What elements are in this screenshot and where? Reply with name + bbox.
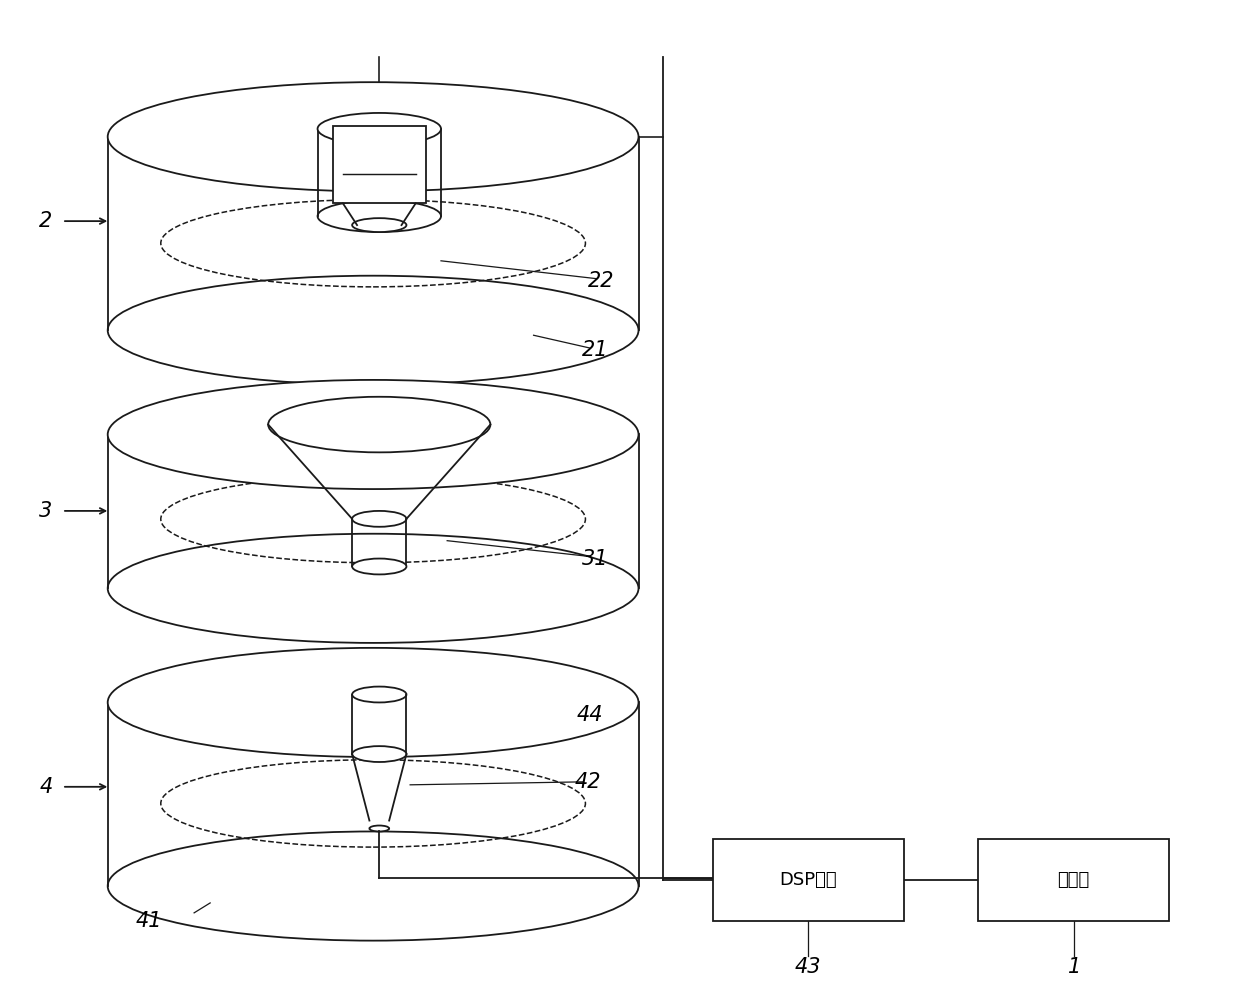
Ellipse shape	[317, 201, 441, 232]
Text: 31: 31	[582, 549, 609, 569]
Text: DSP芯片: DSP芯片	[780, 871, 837, 889]
Text: 2: 2	[40, 212, 52, 232]
Text: 44: 44	[577, 706, 604, 726]
Ellipse shape	[108, 534, 639, 643]
Text: 42: 42	[574, 771, 601, 791]
Ellipse shape	[352, 687, 407, 703]
Ellipse shape	[108, 831, 639, 941]
Ellipse shape	[108, 648, 639, 757]
Bar	[713, 839, 904, 921]
Bar	[978, 839, 1169, 921]
Text: 21: 21	[582, 340, 609, 360]
Text: 3: 3	[40, 501, 52, 521]
Ellipse shape	[352, 747, 407, 762]
Ellipse shape	[370, 825, 389, 831]
Text: 41: 41	[135, 911, 161, 931]
Bar	[334, 126, 425, 204]
Text: 计算机: 计算机	[1058, 871, 1090, 889]
Ellipse shape	[108, 82, 639, 192]
Ellipse shape	[352, 511, 407, 527]
Ellipse shape	[317, 113, 441, 145]
Text: 22: 22	[588, 270, 615, 290]
Ellipse shape	[352, 559, 407, 575]
Ellipse shape	[108, 380, 639, 489]
Ellipse shape	[268, 397, 490, 452]
Text: 4: 4	[40, 776, 52, 796]
Text: 1: 1	[1068, 957, 1081, 977]
Ellipse shape	[108, 275, 639, 385]
Text: 43: 43	[795, 957, 821, 977]
Ellipse shape	[352, 219, 407, 232]
